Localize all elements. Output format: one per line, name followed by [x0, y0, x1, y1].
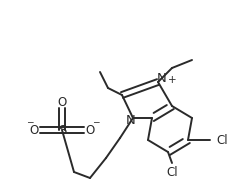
Text: O: O: [85, 124, 95, 137]
Text: −: −: [26, 117, 34, 127]
Text: Cl: Cl: [216, 134, 228, 147]
Text: O: O: [29, 124, 39, 137]
Text: S: S: [58, 124, 66, 137]
Text: N: N: [157, 71, 167, 85]
Text: N: N: [126, 114, 136, 127]
Text: +: +: [168, 75, 176, 85]
Text: O: O: [57, 95, 67, 108]
Text: Cl: Cl: [166, 166, 178, 179]
Text: −: −: [92, 117, 100, 127]
